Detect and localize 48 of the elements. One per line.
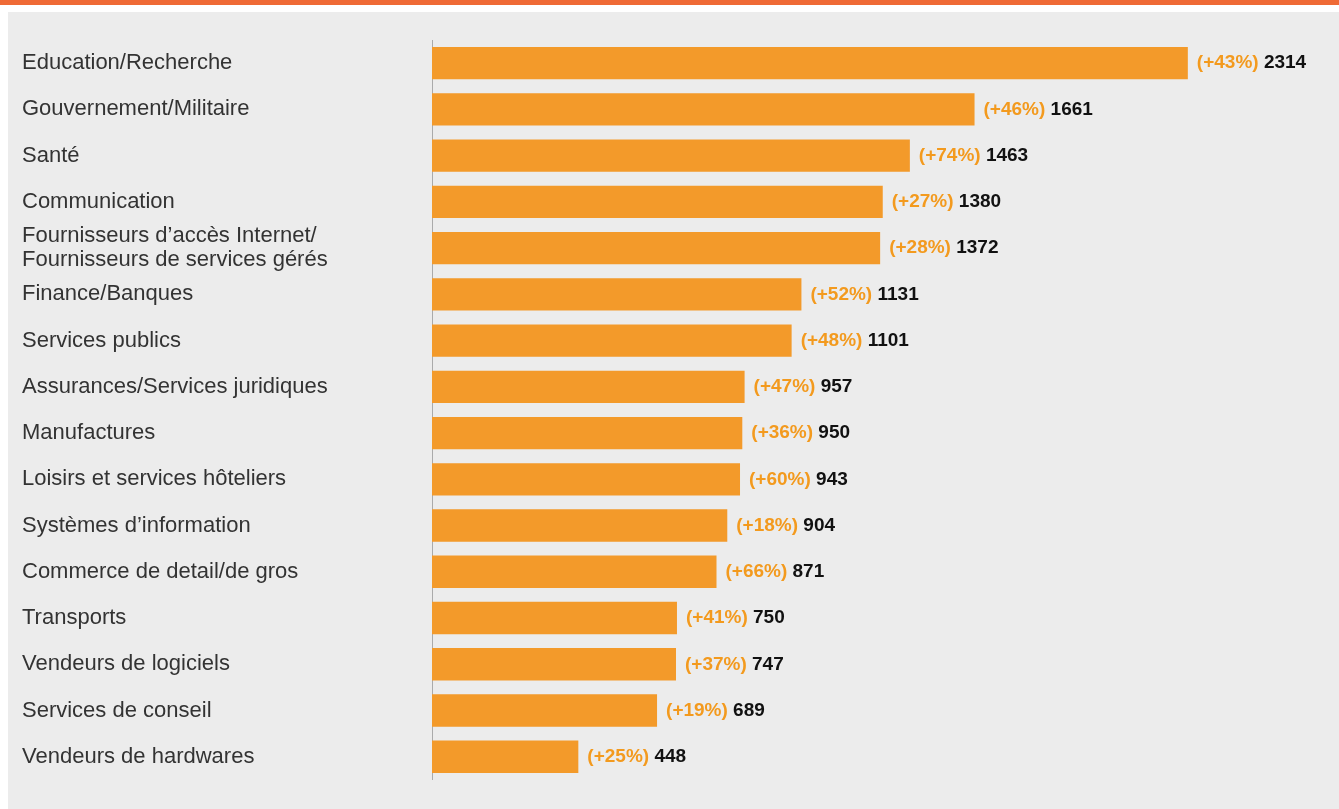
data-label: (+25%) 448 [587, 745, 687, 767]
y-tick-label: Vendeurs de logiciels [22, 650, 230, 676]
data-label: (+36%) 950 [751, 421, 851, 443]
bar [432, 278, 802, 311]
bar [432, 463, 741, 496]
data-label: (+37%) 747 [685, 652, 784, 674]
bar [432, 324, 792, 357]
y-tick-label: Systèmes d’information [22, 511, 251, 537]
y-tick-label: Education/Recherche [22, 49, 233, 75]
y-tick-label: Finance/Banques [22, 280, 194, 306]
data-label: (+47%) 957 [753, 375, 853, 397]
y-tick-label: Services de conseil [22, 696, 212, 722]
bar [432, 93, 975, 126]
y-tick-label: Loisirs et services hôteliers [22, 465, 287, 491]
data-label: (+18%) 904 [736, 513, 836, 535]
bar [432, 509, 728, 542]
bar [432, 416, 743, 450]
data-label: (+48%) 1101 [800, 328, 910, 350]
bar [432, 46, 1188, 80]
data-label: (+74%) 1463 [918, 143, 1029, 165]
data-label: (+43%) 2314 [1196, 51, 1307, 73]
data-label: (+46%) 1661 [983, 97, 1094, 119]
bar [432, 231, 881, 265]
y-tick-label: Santé [22, 141, 80, 167]
y-tick-label: Vendeurs de hardwares [22, 742, 255, 768]
y-tick-label: Communication [22, 187, 175, 213]
bar [432, 185, 883, 219]
bar [432, 139, 910, 172]
data-label: (+60%) 943 [749, 467, 848, 489]
bar [432, 694, 658, 727]
bar [432, 601, 677, 635]
y-tick-label: Fournisseurs d’accès Internet/ Fournisseurs de services gérés [22, 222, 328, 272]
bar [432, 555, 717, 588]
y-tick-label: Manufactures [22, 419, 156, 445]
bar [432, 648, 676, 681]
y-tick-label: Gouvernement/Militaire [22, 95, 250, 121]
y-tick-label: Commerce de detail/de gros [22, 557, 299, 583]
data-label: (+19%) 689 [666, 698, 765, 720]
data-label: (+28%) 1372 [889, 236, 999, 258]
bar [432, 740, 579, 773]
data-label: (+41%) 750 [685, 606, 785, 628]
y-tick-label: Services publics [22, 326, 181, 352]
data-label: (+27%) 1380 [891, 190, 1002, 212]
y-tick-label: Transports [22, 604, 127, 630]
bar [432, 370, 745, 404]
data-label: (+66%) 871 [725, 560, 825, 582]
data-label: (+52%) 1131 [810, 282, 920, 304]
y-tick-label: Assurances/Services juridiques [22, 372, 328, 398]
